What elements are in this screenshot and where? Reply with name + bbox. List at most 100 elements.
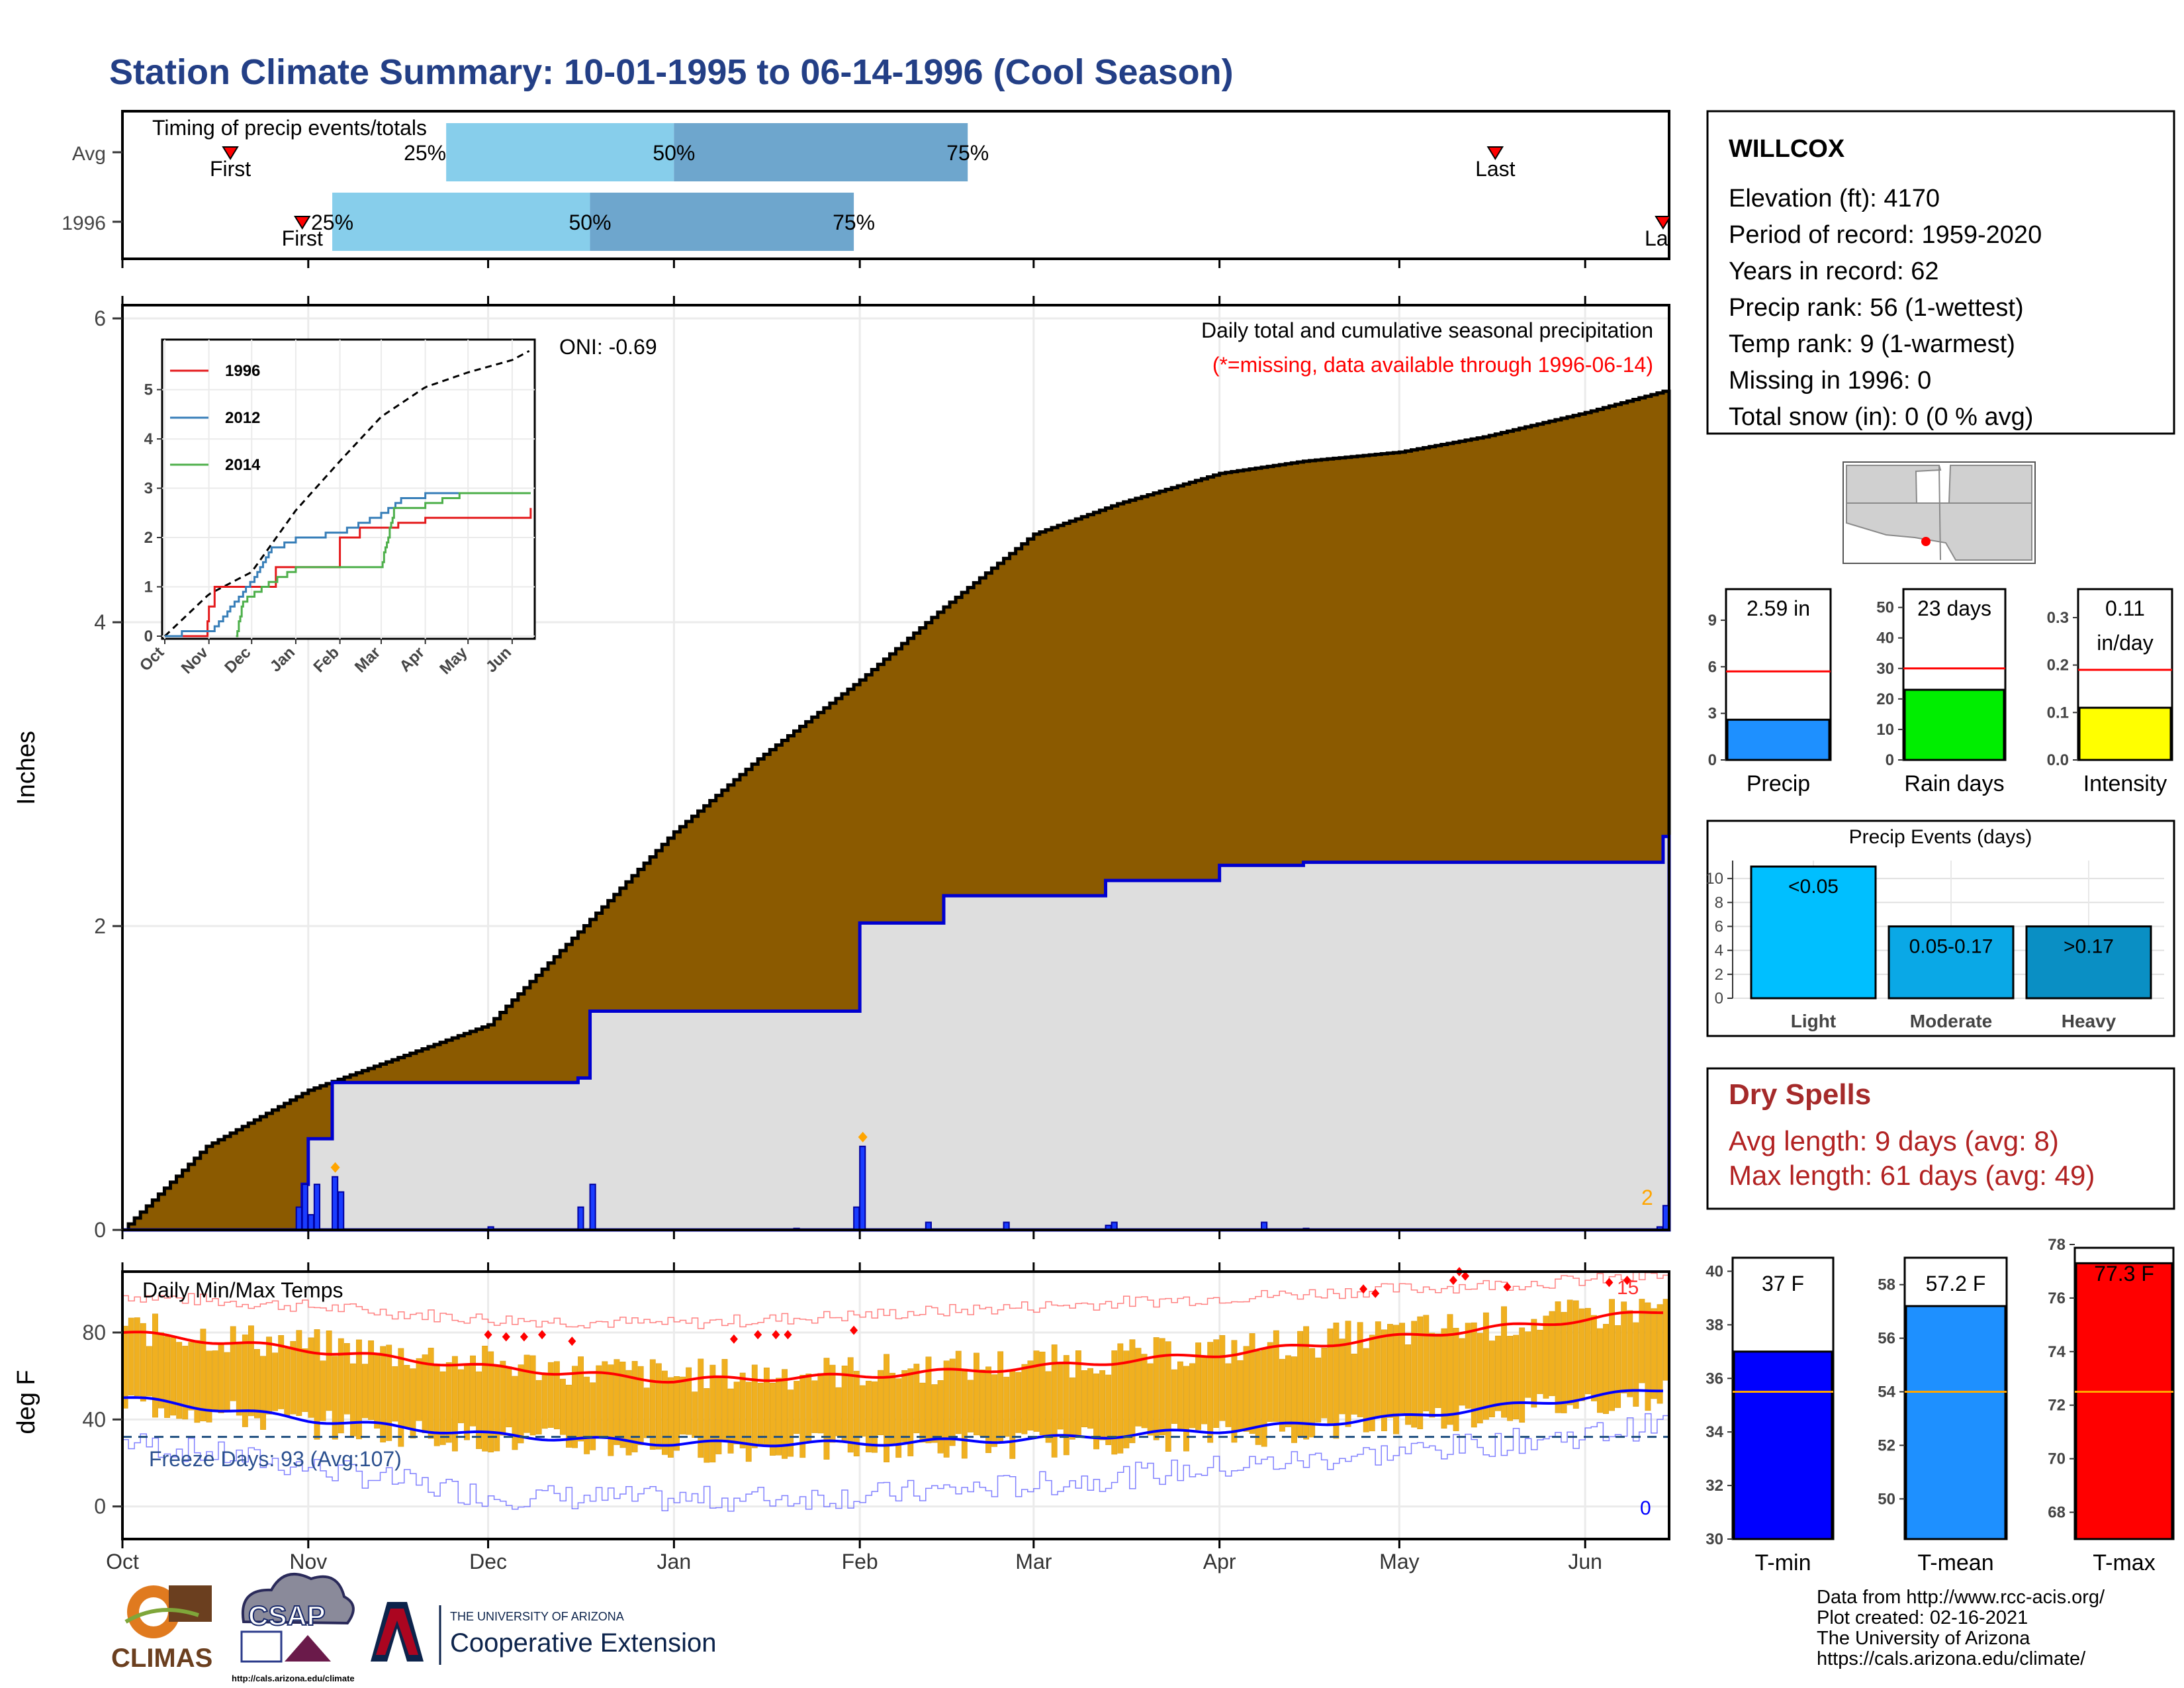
event-bar-label: <0.05	[1788, 876, 1839, 898]
timing-q25-label: 25%	[311, 211, 353, 234]
event-bar	[2025, 925, 2152, 1000]
daily-temp-bar	[1495, 1335, 1501, 1411]
mini-y-tick-label: 3	[1708, 705, 1717, 723]
daily-temp-bar	[817, 1373, 824, 1434]
inset-y-tick-label: 5	[144, 381, 153, 399]
inset-frame	[161, 338, 536, 640]
daily-temp-bar	[1513, 1335, 1520, 1420]
csap-logo-text: CSAP	[248, 1600, 326, 1631]
daily-temp-bar	[218, 1342, 224, 1413]
daily-temp-bar	[1261, 1348, 1267, 1447]
daily-temp-bar	[1147, 1363, 1154, 1436]
daily-temp-bar	[152, 1313, 158, 1418]
record-high-marker	[502, 1332, 510, 1342]
daily-temp-bar	[770, 1382, 776, 1456]
record-low-line	[122, 1413, 1669, 1512]
record-high-marker	[850, 1325, 858, 1335]
daily-temp-bar	[1651, 1308, 1657, 1399]
daily-temp-bar	[1482, 1312, 1489, 1420]
daily-temp-bar	[649, 1359, 656, 1450]
daily-precip-bar	[577, 1206, 584, 1231]
daily-temp-bar	[1291, 1356, 1297, 1443]
daily-temp-bar	[338, 1338, 344, 1434]
precip-title: Daily total and cumulative seasonal prec…	[1201, 318, 1653, 342]
daily-temp-bar	[1105, 1374, 1112, 1445]
mini-y-tick-label: 9	[1708, 612, 1717, 630]
daily-temp-bar	[733, 1382, 740, 1444]
ua-logo-mark	[376, 1609, 418, 1655]
station-location-map	[1843, 461, 2036, 564]
mini-y-tick-label: 40	[1876, 630, 1894, 647]
daily-temp-bar	[1525, 1331, 1531, 1398]
daily-temp-bar	[655, 1363, 662, 1450]
record-high-marker	[1461, 1271, 1470, 1281]
daily-temp-bar	[853, 1370, 860, 1457]
daily-temp-bar	[1099, 1370, 1106, 1440]
daily-temp-bar	[1159, 1338, 1165, 1436]
mini-y-tick-label: 0.1	[2047, 704, 2069, 722]
daily-temp-bar	[1477, 1333, 1483, 1424]
daily-temp-bar	[1351, 1353, 1357, 1415]
event-category-label: Heavy	[2062, 1011, 2116, 1031]
mini-y-tick-label: 32	[1706, 1477, 1723, 1495]
timing-row-label: Avg	[72, 143, 106, 165]
daily-temp-bar	[704, 1388, 710, 1463]
mini-y-tick-label: 0.2	[2047, 657, 2069, 675]
record-high-marker	[1623, 1276, 1631, 1286]
daily-temp-bar	[1453, 1328, 1459, 1431]
daily-temp-bar	[1597, 1328, 1603, 1413]
daily-temp-bar	[1405, 1344, 1412, 1425]
mini-y-tick-label: 52	[1878, 1436, 1895, 1454]
temp-panel-label: Daily Min/Max Temps	[142, 1278, 343, 1302]
y-tick-label: 0	[94, 1495, 106, 1519]
daily-temp-bar	[200, 1329, 206, 1421]
daily-temp-bar	[661, 1370, 668, 1455]
daily-temp-bar	[1381, 1329, 1387, 1431]
x-tick-label: Jan	[657, 1550, 692, 1573]
daily-temp-bar	[1501, 1306, 1507, 1418]
mini-y-tick-label: 0	[1886, 751, 1894, 769]
daily-temp-bar	[278, 1335, 285, 1409]
daily-temp-bar	[745, 1382, 752, 1462]
station-info-line: Missing in 1996: 0	[1729, 367, 1931, 395]
timing-last-label: Last	[1475, 157, 1516, 181]
daily-temp-bar	[1345, 1321, 1351, 1427]
daily-temp-bar	[1609, 1299, 1615, 1411]
inset-legend-label: 1996	[225, 362, 260, 380]
daily-temp-bar	[374, 1352, 381, 1429]
daily-temp-bar	[451, 1356, 458, 1452]
daily-temp-bar	[470, 1355, 476, 1427]
event-category-label: Moderate	[1910, 1011, 1992, 1031]
mini-value-label: 77.3 F	[2094, 1262, 2154, 1286]
mini-category-label: T-max	[2093, 1550, 2155, 1575]
events-y-tick-label: 10	[1706, 870, 1723, 888]
daily-temp-bar	[643, 1387, 650, 1438]
record-high-marker	[729, 1334, 738, 1344]
daily-temp-bar	[901, 1370, 908, 1442]
daily-temp-bar	[1621, 1301, 1627, 1393]
daily-temp-bar	[1465, 1323, 1471, 1409]
daily-temp-bar	[1357, 1322, 1363, 1417]
daily-temp-bar	[212, 1350, 218, 1411]
mini-y-tick-label: 36	[1706, 1370, 1723, 1387]
climas-logo-text: CLIMAS	[111, 1644, 212, 1673]
dry-spells-avg: Avg length: 9 days (avg: 8)	[1729, 1125, 2059, 1156]
daily-temp-bar	[368, 1340, 374, 1420]
daily-temp-bar	[392, 1366, 398, 1422]
inset-legend-label: 2012	[225, 409, 260, 427]
record-high-marker	[484, 1330, 492, 1340]
y-tick-label: 80	[82, 1321, 106, 1344]
daily-temp-bar	[1267, 1342, 1273, 1422]
daily-temp-bar	[284, 1348, 291, 1417]
footer-line: The University of Arizona	[1817, 1628, 2030, 1649]
daily-temp-bar	[1177, 1361, 1183, 1429]
x-tick-label: Mar	[1015, 1550, 1052, 1573]
daily-temp-bar	[541, 1374, 548, 1429]
mini-bar	[1903, 688, 2005, 761]
daily-temp-bar	[799, 1374, 806, 1458]
timing-q75-label: 75%	[946, 141, 989, 165]
station-info-line: Period of record: 1959-2020	[1729, 221, 2042, 249]
daily-temp-bar	[1561, 1311, 1567, 1413]
daily-temp-bar	[835, 1387, 842, 1436]
event-bar	[1888, 925, 2015, 1000]
